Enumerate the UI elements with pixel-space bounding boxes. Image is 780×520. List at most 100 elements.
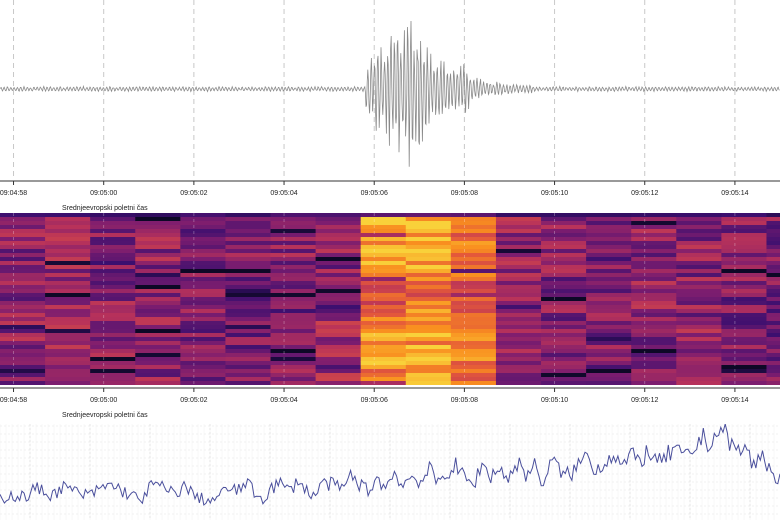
spectrogram-cell	[45, 229, 91, 234]
spectrogram-cell	[45, 277, 91, 282]
spectrogram-cell	[676, 213, 722, 218]
spectrogram-cell	[270, 233, 317, 238]
spectrogram-cell	[225, 213, 271, 218]
spectrogram-cell	[631, 221, 677, 226]
spectrogram-cell	[45, 365, 91, 370]
spectrogram-cell	[45, 217, 91, 222]
spectrogram-cell	[225, 221, 271, 226]
spectrogram-cell	[225, 273, 271, 278]
spectrogram-cell	[315, 249, 362, 254]
spectrogram-cell	[631, 269, 677, 274]
spectrogram-cell	[135, 213, 181, 218]
spectrogram-cell	[541, 233, 587, 238]
spectrogram-cell	[541, 301, 587, 306]
spectrogram-cell	[450, 277, 497, 282]
spectrogram-cell	[541, 357, 587, 362]
spectrogram-cell	[586, 297, 632, 302]
spectrogram-cell	[676, 269, 722, 274]
spectrogram-cell	[721, 325, 767, 330]
spectrogram-cell	[721, 349, 767, 354]
spectrogram-cell	[766, 273, 780, 278]
spectrogram-cell	[495, 293, 542, 298]
spectrogram-cell	[676, 345, 722, 350]
spectrogram-cell	[90, 241, 136, 246]
spectrogram-cell	[450, 245, 497, 250]
spectrogram-cell	[450, 309, 497, 314]
spectrogram-cell	[180, 337, 226, 342]
spectrogram-cell	[0, 357, 46, 362]
spectrogram-cell	[495, 317, 542, 322]
spectrogram-cell	[0, 261, 46, 266]
spectrogram-cell	[180, 321, 226, 326]
spectrogram-cell	[495, 213, 542, 218]
spectrogram-cell	[676, 313, 722, 318]
spectrogram-cell	[270, 341, 317, 346]
spectrogram-cell	[766, 217, 780, 222]
spectrogram-cell	[586, 253, 632, 258]
spectrogram-cell	[721, 253, 767, 258]
spectrogram-cell	[721, 317, 767, 322]
spectrogram-cell	[90, 305, 136, 310]
spectrogram-cell	[315, 361, 362, 366]
spectrogram-cell	[90, 253, 136, 258]
spectrogram-cell	[135, 221, 181, 226]
spectrogram-cell	[766, 337, 780, 342]
spectrogram-cell	[315, 337, 362, 342]
spectrogram-cell	[360, 237, 407, 242]
spectrogram-cell	[270, 325, 317, 330]
spectrogram-cell	[360, 349, 407, 354]
spectrogram-cell	[270, 293, 317, 298]
spectrogram-cell	[270, 305, 317, 310]
spectrogram-cell	[180, 257, 226, 262]
spectrogram-cell	[495, 345, 542, 350]
spectrogram-cell	[90, 213, 136, 218]
spectrogram-cell	[541, 237, 587, 242]
spectrogram-cell	[45, 317, 91, 322]
spectrogram-cell	[721, 265, 767, 270]
spectrogram-cell	[90, 365, 136, 370]
spectrogram-cell	[135, 257, 181, 262]
spectrogram-cell	[495, 305, 542, 310]
spectrogram-cell	[270, 269, 317, 274]
spectrogram-cell	[225, 249, 271, 254]
spectrogram-cell	[721, 261, 767, 266]
spectrogram-cell	[676, 253, 722, 258]
spectrogram-cell	[180, 213, 226, 218]
spectrogram-cell	[225, 325, 271, 330]
spectrogram-cell	[405, 305, 452, 310]
spectrogram-cell	[315, 269, 362, 274]
spectrogram-cell	[405, 285, 452, 290]
spectrogram-cell	[676, 297, 722, 302]
spectrogram-cell	[90, 373, 136, 378]
spectrogram-cell	[315, 221, 362, 226]
spectrogram-cell	[45, 241, 91, 246]
spectrogram-cell	[225, 329, 271, 334]
spectrogram-cell	[270, 329, 317, 334]
spectrogram-cell	[541, 241, 587, 246]
spectrogram-cell	[45, 221, 91, 226]
spectrogram-cell	[721, 381, 767, 385]
spectrogram-cell	[586, 313, 632, 318]
spectrogram-cell	[586, 269, 632, 274]
spectrogram-cell	[676, 309, 722, 314]
spectrogram-cell	[135, 281, 181, 286]
spectrogram-cell	[90, 289, 136, 294]
spectrogram-cell	[0, 369, 46, 374]
spectrogram-cell	[90, 345, 136, 350]
spectrogram-cell	[766, 265, 780, 270]
spectrogram-time-axis: Srednjeevropski poletni čas 09:04:58 09:0…	[0, 387, 780, 419]
spectrogram-cell	[495, 297, 542, 302]
spectrogram-cell	[360, 269, 407, 274]
spectrogram-cell	[450, 369, 497, 374]
spectrogram-cell	[586, 249, 632, 254]
spectrogram-cell	[541, 273, 587, 278]
spectrogram-cell	[586, 329, 632, 334]
spectrogram-cell	[495, 313, 542, 318]
spectrogram-cell	[676, 333, 722, 338]
spectrogram-cell	[225, 377, 271, 382]
spectrogram-cell	[495, 241, 542, 246]
spectrogram-cell	[405, 257, 452, 262]
spectrogram-cell	[0, 313, 46, 318]
spectrogram-cell	[586, 381, 632, 385]
spectrogram-cell	[270, 381, 317, 385]
